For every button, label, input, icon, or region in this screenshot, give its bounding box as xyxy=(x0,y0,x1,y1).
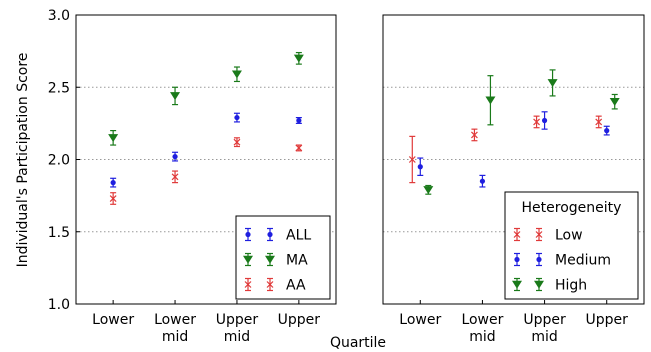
point-medium xyxy=(542,118,547,123)
left-marks xyxy=(108,53,304,205)
point-ma xyxy=(170,92,180,100)
x-axis-label: Quartile xyxy=(330,335,386,351)
x-tick-label: Lower xyxy=(461,312,503,328)
point-high xyxy=(485,97,495,105)
x-tick-label: Upper xyxy=(278,312,321,328)
legend-marker-medium xyxy=(536,257,541,262)
point-medium xyxy=(418,164,423,169)
y-tick-label: 2.0 xyxy=(48,153,70,169)
legend-label-medium: Medium xyxy=(555,253,611,269)
legend-label-ma: MA xyxy=(286,253,308,269)
point-medium xyxy=(604,128,609,133)
x-tick-label: Upper xyxy=(216,312,259,328)
x-tick-label: mid xyxy=(224,329,250,345)
point-ma xyxy=(108,134,118,142)
right-marks xyxy=(409,70,619,194)
left-legend: ALL MA AA xyxy=(236,216,330,299)
x-tick-label: mid xyxy=(531,329,557,345)
point-all xyxy=(111,180,116,185)
x-tick-label: Lower xyxy=(399,312,441,328)
point-high xyxy=(423,186,433,194)
point-medium xyxy=(480,179,485,184)
x-tick-label: Upper xyxy=(523,312,566,328)
x-tick-label: Upper xyxy=(586,312,629,328)
right-legend: Heterogeneity Low Medium High xyxy=(505,192,638,299)
point-high xyxy=(548,79,558,87)
y-axis-label: Individual's Participation Score xyxy=(15,53,31,268)
legend-title: Heterogeneity xyxy=(522,200,622,216)
y-tick-label: 1.0 xyxy=(48,297,70,313)
x-tick-label: Lower xyxy=(154,312,196,328)
point-all xyxy=(234,115,239,120)
legend-label-all: ALL xyxy=(286,228,311,244)
point-ma xyxy=(232,70,242,78)
point-all xyxy=(172,154,177,159)
left-grid xyxy=(76,87,336,232)
point-ma xyxy=(294,55,304,63)
legend-marker-medium xyxy=(514,257,519,262)
y-tick-label: 2.5 xyxy=(48,80,70,96)
y-tick-label: 1.5 xyxy=(48,225,70,241)
x-tick-label: mid xyxy=(162,329,188,345)
x-tick-label: Lower xyxy=(92,312,134,328)
legend-marker-all xyxy=(245,232,250,237)
legend-label-low: Low xyxy=(555,228,583,244)
y-tick-label: 3.0 xyxy=(48,8,70,24)
legend-label-aa: AA xyxy=(286,278,306,294)
x-tick-label: mid xyxy=(469,329,495,345)
point-all xyxy=(296,118,301,123)
point-high xyxy=(610,98,620,106)
legend-label-high: High xyxy=(555,278,587,294)
legend-marker-all xyxy=(267,232,272,237)
